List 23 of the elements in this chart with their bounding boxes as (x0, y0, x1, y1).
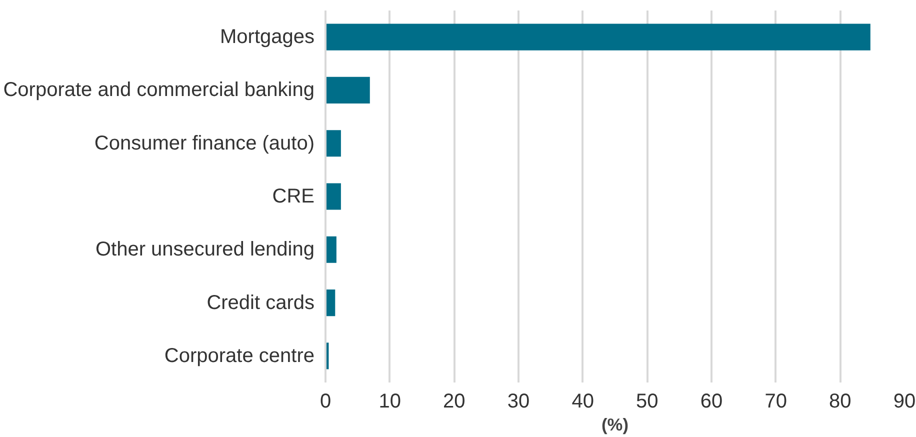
bar (326, 24, 870, 50)
y-tick-label: Corporate centre (164, 344, 314, 367)
y-tick-label: Credit cards (206, 292, 314, 314)
y-tick-label: Mortgages (220, 26, 315, 48)
y-tick-label: Corporate and commercial banking (3, 79, 315, 102)
bar (326, 236, 336, 263)
x-tick-label: 20 (443, 390, 466, 412)
x-tick-label: 30 (507, 390, 530, 412)
x-tick-label: 10 (378, 390, 401, 412)
x-tick-label: 90 (893, 390, 916, 412)
x-tick-label: 50 (636, 390, 658, 412)
x-tick-label: 40 (572, 390, 594, 412)
bar (326, 76, 370, 104)
x-tick-label: 0 (320, 390, 332, 412)
bar (326, 183, 341, 210)
x-tick-label: 60 (700, 390, 723, 412)
x-axis-title: (%) (602, 414, 628, 434)
bar (326, 130, 341, 157)
y-tick-label: Other unsecured lending (95, 238, 315, 261)
y-tick-label: Consumer finance (auto) (94, 132, 314, 154)
x-tick-label: 80 (829, 390, 852, 412)
y-tick-label: CRE (272, 186, 315, 208)
x-tick-label: 70 (764, 390, 787, 412)
